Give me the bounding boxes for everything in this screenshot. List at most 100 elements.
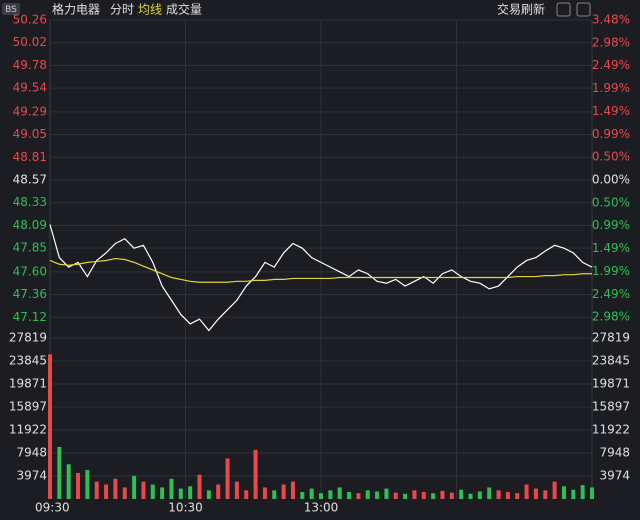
volume-bar [94, 481, 99, 499]
volume-bar [543, 490, 548, 499]
volume-tick-label: 15897 [592, 399, 630, 413]
volume-bar [337, 487, 342, 499]
y2-tick-label: 0.50% [592, 150, 630, 164]
y2-tick-label: 2.49% [592, 58, 630, 72]
y2-tick-label: 0.00% [592, 173, 630, 187]
volume-bar [440, 490, 445, 499]
volume-bar [272, 490, 277, 499]
volume-bar [319, 493, 323, 499]
stock-name: 格力电器 [52, 2, 100, 17]
volume-tick-label: 11922 [9, 423, 47, 437]
volume-bar [571, 489, 576, 499]
y-tick-label: 47.12 [13, 310, 47, 324]
volume-bar [347, 492, 352, 499]
y2-tick-label: 1.49% [592, 241, 630, 255]
volume-bar [281, 484, 286, 499]
volume-bar [412, 490, 417, 499]
volume-bar [150, 484, 155, 499]
tab[interactable]: 分时 [110, 3, 134, 17]
volume-tick-label: 23845 [9, 353, 47, 367]
volume-bar [459, 489, 464, 499]
volume-bar [244, 490, 249, 499]
volume-bar [365, 490, 370, 499]
volume-bar [487, 487, 492, 499]
volume-bar [48, 354, 52, 499]
y2-tick-label: 0.50% [592, 195, 630, 209]
y-tick-label: 47.36 [13, 287, 47, 301]
volume-bar [356, 493, 361, 499]
volume-bar [524, 484, 529, 499]
volume-bar [169, 478, 174, 499]
badge: BS [5, 5, 17, 15]
volume-bar [122, 487, 127, 499]
y2-tick-label: 2.98% [592, 310, 630, 324]
volume-bar [384, 488, 389, 499]
volume-tick-label: 3974 [16, 469, 47, 483]
volume-bar [76, 472, 81, 499]
y2-tick-label: 1.99% [592, 81, 630, 95]
volume-bar [85, 470, 90, 499]
volume-bar [477, 491, 482, 499]
x-tick-label: 09:30 [35, 501, 70, 515]
y2-tick-label: 2.49% [592, 287, 630, 301]
y2-tick-label: 0.99% [592, 127, 630, 141]
volume-bar [66, 464, 71, 499]
y-tick-label: 47.60 [13, 264, 47, 278]
volume-bar [449, 492, 454, 499]
volume-tick-label: 7948 [599, 446, 630, 460]
y-tick-label: 48.81 [13, 150, 47, 164]
volume-bar [262, 487, 267, 499]
y-tick-label: 49.29 [13, 104, 47, 118]
volume-tick-label: 7948 [16, 446, 47, 460]
volume-bar [113, 478, 118, 499]
volume-tick-label: 27819 [592, 331, 630, 345]
refresh[interactable]: 交易刷新 [497, 2, 545, 17]
volume-bar [253, 449, 258, 499]
price-line [49, 257, 592, 283]
volume-bar [431, 493, 436, 499]
y2-tick-label: 3.48% [592, 13, 630, 27]
volume-bar [132, 475, 137, 499]
volume-bar [300, 492, 305, 499]
y2-tick-label: 1.49% [592, 104, 630, 118]
volume-bar [375, 491, 380, 499]
volume-bar [234, 481, 239, 499]
volume-bar [552, 481, 557, 499]
volume-bar [393, 492, 398, 499]
volume-bar [580, 485, 585, 499]
y2-tick-label: 1.99% [592, 264, 630, 278]
volume-bar [188, 486, 193, 499]
volume-bar [141, 481, 146, 499]
y-tick-label: 50.02 [13, 35, 47, 49]
volume-bar [468, 493, 473, 499]
volume-tick-label: 23845 [592, 353, 630, 367]
volume-bar [216, 484, 221, 499]
icon-button[interactable] [556, 2, 571, 17]
tab[interactable]: 均线 [138, 3, 162, 17]
volume-bar [328, 490, 333, 499]
volume-bar [57, 446, 62, 499]
volume-bar [206, 490, 211, 499]
volume-bar [309, 488, 314, 499]
volume-tick-label: 11922 [592, 423, 630, 437]
volume-tick-label: 3974 [599, 469, 630, 483]
y-tick-label: 48.09 [13, 218, 47, 232]
y2-tick-label: 2.98% [592, 35, 630, 49]
volume-bar [590, 487, 594, 499]
y-tick-label: 48.57 [13, 173, 47, 187]
icon-button[interactable] [576, 2, 591, 17]
y-tick-label: 49.54 [13, 81, 47, 95]
volume-bar [178, 488, 183, 499]
volume-bar [421, 492, 426, 499]
volume-tick-label: 27819 [9, 331, 47, 345]
volume-bar [197, 474, 202, 499]
badge-bg [2, 3, 20, 15]
x-tick-label: 10:30 [168, 501, 203, 515]
volume-tick-label: 15897 [9, 399, 47, 413]
volume-bar [533, 488, 538, 499]
tab[interactable]: 成交量 [166, 2, 202, 17]
y-tick-label: 48.33 [13, 195, 47, 209]
volume-bar [104, 484, 109, 499]
